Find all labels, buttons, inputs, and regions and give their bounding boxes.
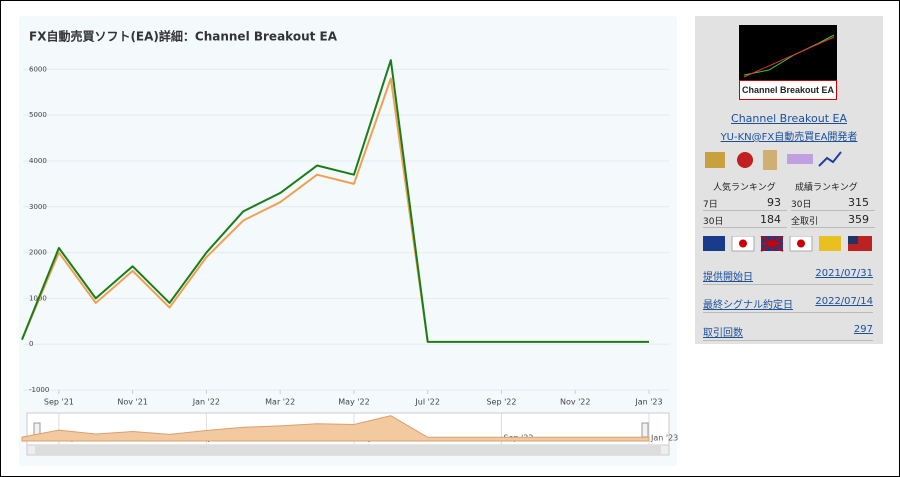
series-line	[21, 77, 429, 343]
ranking-value: 315	[848, 196, 869, 209]
y-tick-label: 2000	[29, 249, 47, 257]
scrollbar-thumb[interactable]	[35, 446, 661, 454]
ranking-period: 30日	[703, 217, 724, 227]
thumbnail-caption: Channel Breakout EA	[739, 80, 837, 100]
ranking-value: 184	[760, 213, 781, 226]
x-tick-label: Jul '22	[414, 398, 440, 407]
thumb-line	[743, 34, 835, 76]
flag	[739, 239, 747, 248]
ranking-heading: 成績ランキング	[795, 183, 858, 193]
flags	[703, 236, 872, 252]
info-row	[703, 322, 873, 341]
x-tick-label: Sep '22	[486, 398, 516, 407]
flag	[848, 236, 858, 244]
info-value[interactable]: 297	[853, 324, 873, 335]
thumb-line	[743, 36, 835, 78]
icon	[818, 151, 842, 167]
info-value[interactable]: 2021/07/31	[815, 268, 873, 279]
ranking-period: 7日	[703, 200, 718, 210]
icon	[787, 154, 813, 164]
ranking-value: 93	[767, 196, 781, 209]
info-value[interactable]: 2022/07/14	[815, 296, 873, 307]
x-tick-label: Mar '22	[265, 398, 295, 407]
x-tick-label: Sep '21	[44, 398, 74, 407]
info-label[interactable]: 提供開始日	[703, 272, 753, 283]
flag	[760, 236, 784, 252]
flag	[819, 236, 841, 251]
y-tick-label: 6000	[29, 65, 47, 73]
ranking-period: 30日	[791, 200, 812, 210]
ranking-period: 全取引	[791, 217, 819, 227]
x-tick-label: Jan '23	[634, 398, 662, 407]
chart-title: FX自動売買ソフト(EA)詳細：Channel Breakout EA	[29, 29, 338, 44]
info-row	[703, 294, 873, 313]
x-tick-label: Nov '21	[117, 398, 148, 407]
ranking-value: 359	[848, 213, 869, 226]
chart: FX自動売買ソフト(EA)詳細：Channel Breakout EA -100…	[19, 16, 678, 466]
icon	[737, 152, 753, 168]
x-tick-label: May '22	[338, 398, 369, 407]
ranking-row	[791, 194, 875, 211]
info-row	[703, 266, 873, 285]
navigator-label: Jan '23	[650, 434, 678, 443]
ranking-heading: 人気ランキング	[713, 183, 776, 193]
ranking-row	[791, 211, 875, 228]
y-tick-label: 3000	[29, 203, 47, 211]
icon	[763, 150, 777, 170]
y-tick-label: -1000	[29, 386, 49, 394]
navigator-handle[interactable]	[641, 422, 649, 438]
icon	[705, 152, 725, 168]
thumbnail-chart	[743, 34, 835, 78]
thumbnail	[739, 25, 837, 89]
navigator-area	[21, 415, 650, 442]
chart-panel	[19, 16, 677, 466]
info-label[interactable]: 最終シグナル約定日	[703, 300, 793, 311]
flag	[797, 239, 805, 248]
x-tick-label: Nov '22	[560, 398, 591, 407]
ranking-row	[703, 194, 787, 211]
y-tick-label: 0	[29, 340, 33, 348]
ranking-row	[703, 211, 787, 228]
y-tick-label: 5000	[29, 111, 47, 119]
y-tick-label: 4000	[29, 157, 47, 165]
icons	[705, 150, 842, 170]
ea-link[interactable]: Channel Breakout EA	[731, 112, 847, 125]
flag	[703, 236, 725, 251]
info-label[interactable]: 取引回数	[703, 328, 743, 339]
sidebar: Channel Breakout EA Channel Breakout EA …	[695, 16, 883, 344]
series-line	[21, 59, 649, 343]
developer-link[interactable]: YU-KN@FX自動売買EA開発者	[720, 132, 858, 143]
x-tick-label: Jan '22	[192, 398, 220, 407]
